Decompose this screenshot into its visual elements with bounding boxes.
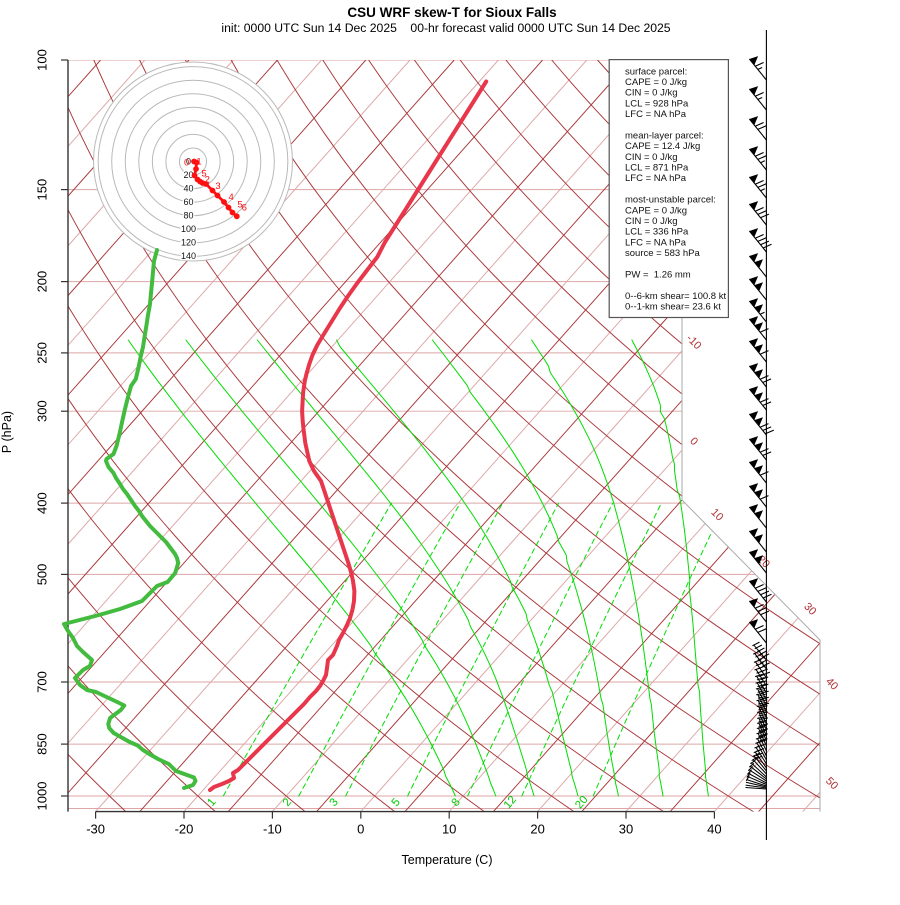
svg-text:LFC = NA hPa: LFC = NA hPa	[625, 109, 687, 120]
svg-text:0: 0	[186, 156, 191, 166]
svg-text:40: 40	[707, 822, 721, 837]
svg-text:CIN = 0 J/kg: CIN = 0 J/kg	[625, 152, 678, 163]
svg-text:CIN = 0 J/kg: CIN = 0 J/kg	[625, 216, 678, 227]
svg-text:LCL = 336 hPa: LCL = 336 hPa	[625, 227, 689, 238]
svg-text:80: 80	[183, 211, 193, 221]
svg-text:CAPE = 0 J/kg: CAPE = 0 J/kg	[625, 77, 687, 88]
svg-text:0: 0	[357, 822, 364, 837]
svg-text:10: 10	[442, 822, 456, 837]
svg-text:120: 120	[181, 238, 196, 248]
svg-text:LCL = 928 hPa: LCL = 928 hPa	[625, 98, 689, 109]
svg-text:20: 20	[183, 170, 193, 180]
svg-text:LFC = NA hPa: LFC = NA hPa	[625, 237, 687, 248]
svg-text:400: 400	[34, 492, 49, 514]
svg-text:850: 850	[35, 733, 50, 755]
svg-text:500: 500	[34, 564, 49, 586]
svg-text:300: 300	[35, 400, 50, 422]
svg-text:60: 60	[183, 197, 193, 207]
svg-text:-30: -30	[86, 822, 105, 837]
svg-text:CIN = 0 J/kg: CIN = 0 J/kg	[625, 88, 678, 99]
svg-text:1: 1	[196, 157, 201, 168]
svg-text:200: 200	[35, 271, 50, 293]
svg-text:CSU WRF skew-T for Sioux Falls: CSU WRF skew-T for Sioux Falls	[347, 5, 556, 20]
svg-text:P (hPa): P (hPa)	[0, 411, 14, 453]
svg-text:surface parcel:: surface parcel:	[625, 66, 687, 77]
svg-text:Temperature (C): Temperature (C)	[402, 853, 493, 867]
svg-text:150: 150	[35, 179, 50, 201]
svg-text:PW = 1.26 mm: PW = 1.26 mm	[625, 269, 691, 280]
svg-text:source = 583 hPa: source = 583 hPa	[625, 248, 700, 259]
svg-text:3: 3	[215, 181, 220, 192]
svg-text:700: 700	[35, 671, 50, 693]
svg-text:0--6-km shear= 100.8 kt: 0--6-km shear= 100.8 kt	[625, 291, 726, 302]
svg-text:most-unstable parcel:: most-unstable parcel:	[625, 195, 716, 206]
svg-text:2: 2	[205, 174, 210, 185]
svg-text:CAPE = 0 J/kg: CAPE = 0 J/kg	[625, 205, 687, 216]
svg-text:5: 5	[201, 169, 206, 180]
svg-text:mean-layer parcel:: mean-layer parcel:	[625, 130, 704, 141]
svg-text:250: 250	[35, 342, 50, 364]
svg-text:CAPE = 12.4 J/kg: CAPE = 12.4 J/kg	[625, 141, 700, 152]
svg-text:5: 5	[237, 199, 242, 210]
svg-text:140: 140	[181, 251, 196, 261]
svg-text:100: 100	[35, 49, 50, 71]
svg-text:20: 20	[530, 822, 544, 837]
svg-text:6: 6	[242, 202, 247, 213]
svg-text:40: 40	[183, 183, 193, 193]
svg-text:4: 4	[229, 192, 234, 203]
svg-text:1000: 1000	[35, 782, 50, 811]
svg-text:LCL = 871 hPa: LCL = 871 hPa	[625, 163, 689, 174]
svg-text:0--1-km shear= 23.6 kt: 0--1-km shear= 23.6 kt	[625, 302, 721, 313]
svg-text:100: 100	[181, 224, 196, 234]
svg-text:-20: -20	[175, 822, 194, 837]
svg-text:init: 0000 UTC Sun 14 Dec 2025: init: 0000 UTC Sun 14 Dec 2025 00-hr for…	[221, 21, 670, 35]
svg-text:LFC = NA hPa: LFC = NA hPa	[625, 173, 687, 184]
svg-text:-10: -10	[263, 822, 282, 837]
svg-text:0: 0	[184, 157, 189, 168]
svg-text:30: 30	[619, 822, 633, 837]
